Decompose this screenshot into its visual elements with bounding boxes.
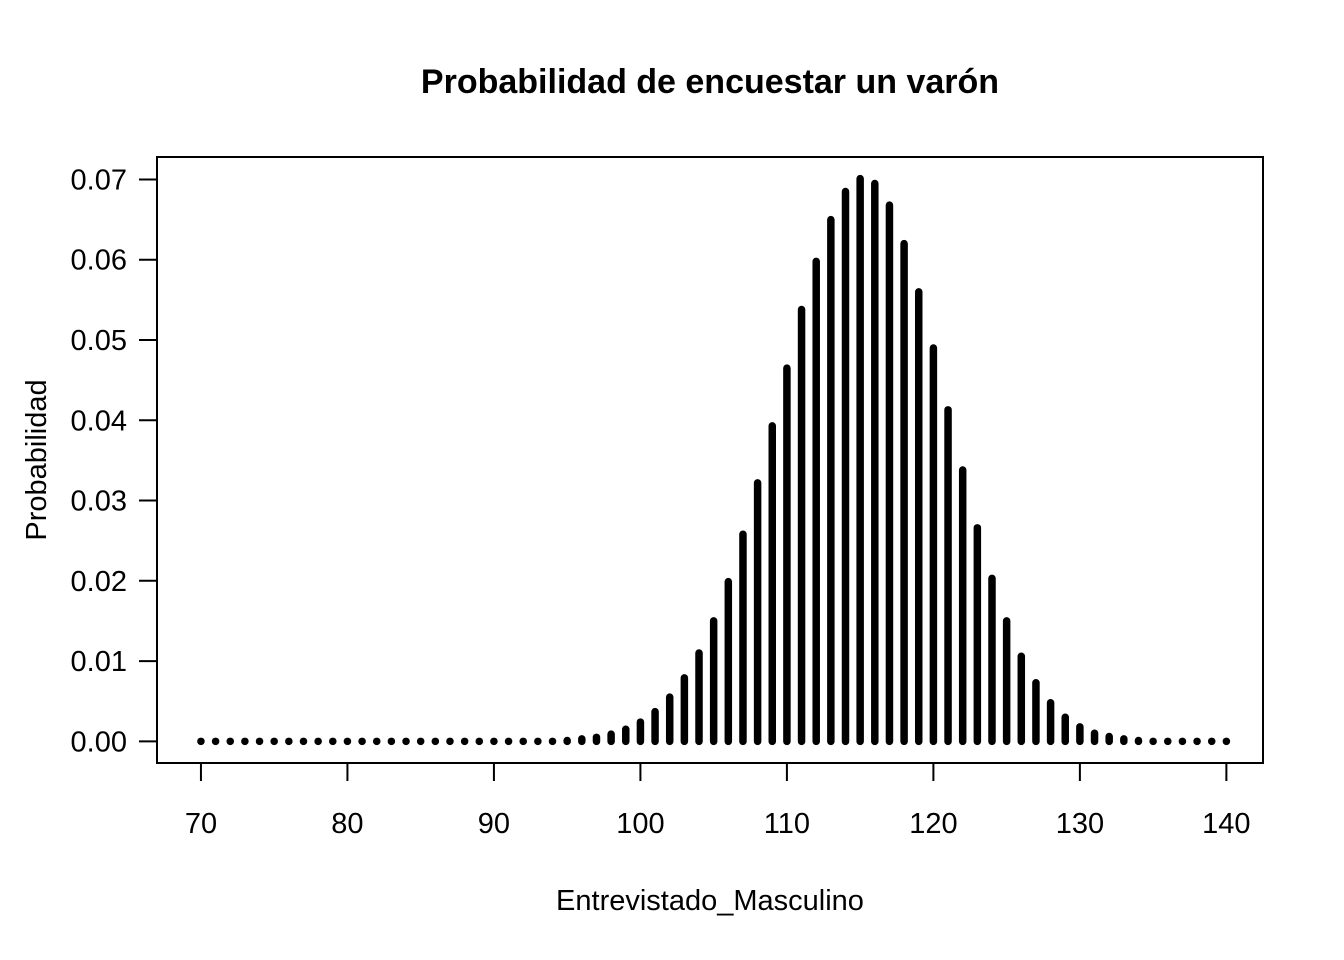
y-tick-label: 0.03 (71, 486, 127, 518)
y-tick-label: 0.07 (71, 164, 127, 196)
x-tick-label: 70 (185, 808, 217, 840)
x-axis-label: Entrevistado_Masculino (556, 885, 864, 917)
x-tick-label: 120 (909, 808, 957, 840)
bars-layer (197, 174, 1231, 746)
x-tick-label: 80 (331, 808, 363, 840)
y-tick-label: 0.06 (71, 245, 127, 277)
x-tick-label: 140 (1202, 808, 1250, 840)
y-tick-label: 0.00 (71, 726, 127, 758)
chart-title: Probabilidad de encuestar un varón (421, 63, 999, 101)
x-tick-label: 100 (616, 808, 664, 840)
y-tick-label: 0.02 (71, 566, 127, 598)
x-tick-label: 110 (764, 808, 810, 840)
x-axis: 70 80 90 100 110 120 130 140 (185, 762, 1251, 840)
y-tick-label: 0.04 (71, 405, 127, 437)
y-tick-label: 0.01 (71, 646, 127, 678)
y-axis: 0.00 0.01 0.02 0.03 0.04 0.05 0.06 0.07 (71, 164, 158, 758)
x-tick-label: 130 (1056, 808, 1104, 840)
y-axis-label: Probabilidad (21, 379, 53, 540)
x-tick-label: 90 (478, 808, 510, 840)
y-tick-label: 0.05 (71, 325, 127, 357)
